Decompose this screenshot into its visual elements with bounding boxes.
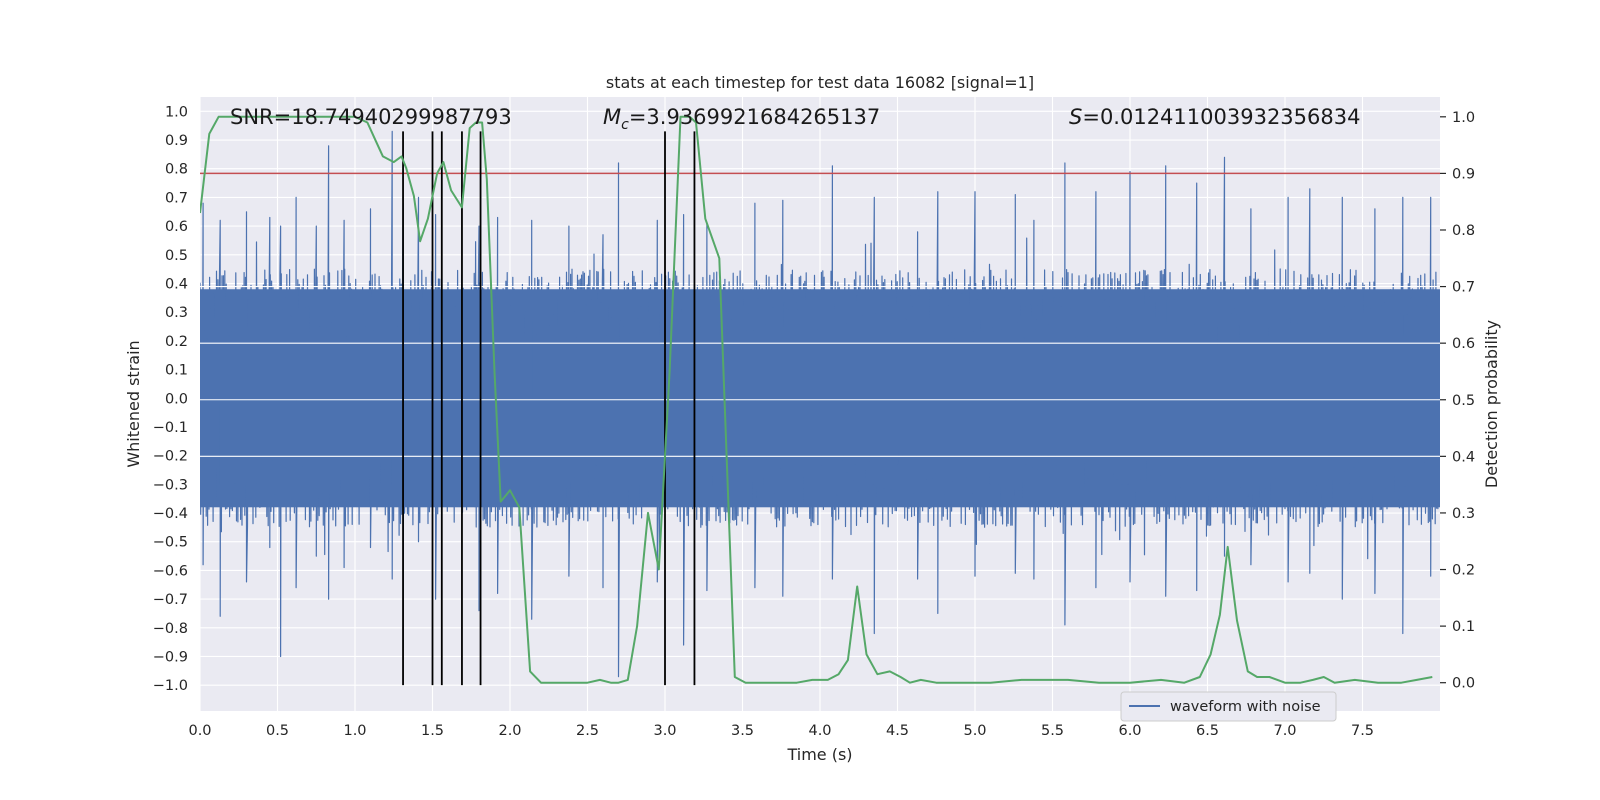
y-right-tick-label: 0.6: [1452, 336, 1475, 352]
x-tick-label: 7.5: [1351, 723, 1374, 739]
y-right-tick-label: 0.1: [1452, 619, 1475, 635]
y-right-axis-label: Detection probability: [1482, 320, 1501, 488]
probability-line: [200, 115, 1433, 684]
x-tick-label: 4.0: [808, 723, 831, 739]
y-right-tick-label: 1.0: [1452, 110, 1475, 126]
probability-series: [200, 115, 1433, 684]
y-left-tick-label: −0.5: [153, 535, 188, 551]
y-left-axis-ticks: 1.0 0.9 0.8 0.7 0.6 0.5 0.4 0.3 0.2 0.1 0.0 −0.1 −0.…: [153, 104, 188, 694]
y-left-tick-label: 1.0: [165, 104, 188, 120]
x-tick-label: 3.5: [731, 723, 754, 739]
y-right-axis-ticks: 1.0 0.9 0.8 0.7 0.6 0.5 0.4 0.3 0.2 0.1 0.0: [1440, 110, 1475, 692]
y-right-tick-label: 0.3: [1452, 506, 1475, 522]
y-left-tick-label: −0.7: [153, 592, 188, 608]
waveform-series: [200, 130, 1440, 678]
y-right-tick-label: 0.2: [1452, 563, 1475, 579]
x-tick-label: 1.0: [343, 723, 366, 739]
legend: waveform with noise: [1120, 691, 1337, 722]
y-left-tick-label: −0.4: [153, 506, 188, 522]
y-left-tick-label: −1.0: [153, 678, 188, 694]
y-left-tick-label: −0.2: [153, 449, 188, 465]
y-left-tick-label: 0.8: [165, 162, 188, 178]
event-lines: [402, 131, 696, 686]
snr-annotation: SNR=18.74940299987793: [230, 105, 512, 129]
x-axis-label: Time (s): [786, 745, 852, 764]
x-tick-label: 2.5: [576, 723, 599, 739]
chirp-mass-annotation: Mc=3.9369921684265137: [603, 105, 880, 133]
x-tick-label: 0.0: [188, 723, 211, 739]
y-right-tick-label: 0.7: [1452, 280, 1475, 296]
x-tick-label: 6.0: [1118, 723, 1141, 739]
y-left-tick-label: −0.3: [153, 477, 188, 493]
x-tick-label: 6.5: [1196, 723, 1219, 739]
y-left-tick-label: 0.6: [165, 219, 188, 235]
y-right-tick-label: 0.9: [1452, 166, 1475, 182]
y-right-tick-label: 0.4: [1452, 449, 1475, 465]
y-right-tick-label: 0.8: [1452, 223, 1475, 239]
x-tick-label: 0.5: [266, 723, 289, 739]
s-annotation: S=0.012411003932356834: [1069, 105, 1360, 129]
y-left-tick-label: −0.1: [153, 420, 188, 436]
x-tick-label: 3.0: [653, 723, 676, 739]
y-left-tick-label: −0.8: [153, 621, 188, 637]
x-tick-label: 7.0: [1273, 723, 1296, 739]
y-left-tick-label: −0.9: [153, 649, 188, 665]
y-left-tick-label: 0.3: [165, 305, 188, 321]
y-left-tick-label: 0.5: [165, 248, 188, 264]
x-tick-label: 5.0: [963, 723, 986, 739]
x-tick-label: 2.0: [498, 723, 521, 739]
y-left-tick-label: 0.7: [165, 190, 188, 206]
y-left-tick-label: −0.6: [153, 563, 188, 579]
legend-box: [1120, 691, 1337, 722]
y-left-tick-label: 0.4: [165, 276, 188, 292]
y-left-axis-label: Whitened strain: [124, 340, 143, 467]
x-tick-label: 1.5: [421, 723, 444, 739]
x-tick-label: 4.5: [886, 723, 909, 739]
y-right-tick-label: 0.0: [1452, 676, 1475, 692]
y-left-tick-label: 0.0: [165, 391, 188, 407]
legend-label-waveform: waveform with noise: [1170, 699, 1321, 715]
x-axis-ticks: 0.0 0.5 1.0 1.5 2.0 2.5 3.0 3.5 4.0 4.5 5.0 5.5 6.0 6…: [188, 723, 1374, 739]
y-left-tick-label: 0.1: [165, 363, 188, 379]
y-left-tick-label: 0.2: [165, 334, 188, 350]
y-right-tick-label: 0.5: [1452, 393, 1475, 409]
x-tick-label: 5.5: [1041, 723, 1064, 739]
chart-title: stats at each timestep for test data 160…: [606, 73, 1034, 92]
y-left-tick-label: 0.9: [165, 133, 188, 149]
